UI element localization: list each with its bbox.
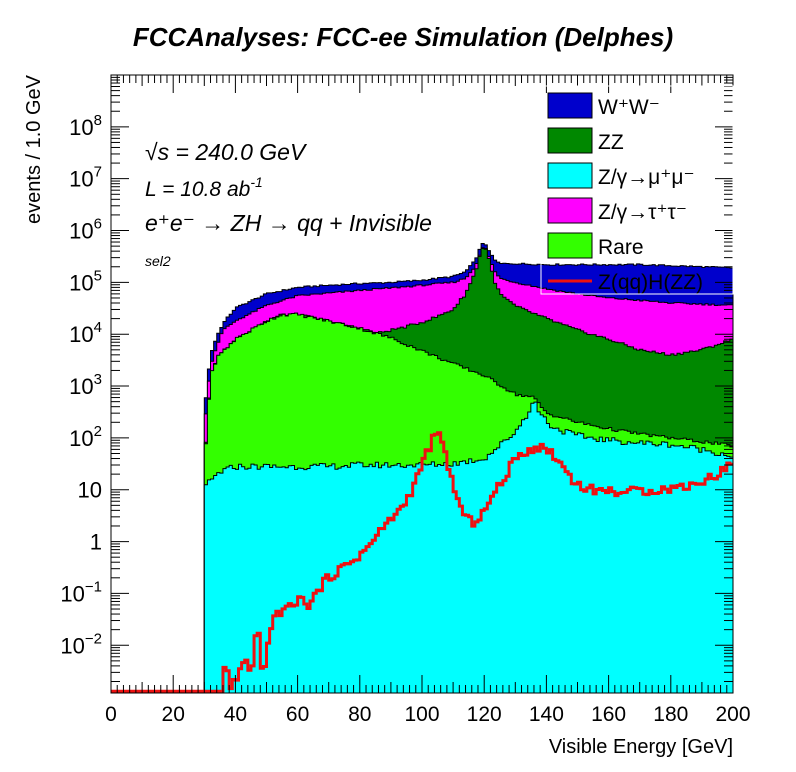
signal-histogram (111, 431, 733, 693)
legend-label: Z/γ→τ⁺τ⁻ (598, 201, 687, 224)
luminosity-annotation: L = 10.8 ab-1 (145, 174, 263, 201)
y-tick-label: 104 (69, 319, 102, 347)
x-tick-label: 20 (162, 703, 185, 726)
Rare-legend-swatch (547, 232, 593, 259)
signal-line (111, 431, 733, 693)
y-axis-label: events / 1.0 GeV (23, 74, 45, 224)
y-tick-label: 1 (90, 530, 102, 555)
annotations: √s = 240.0 GeV L = 10.8 ab-1 e⁺e⁻ → ZH →… (145, 139, 432, 269)
y-tick-label: 105 (69, 267, 102, 295)
x-axis-label: Visible Energy [GeV] (549, 736, 733, 758)
chart-title: FCCAnalyses: FCC-ee Simulation (Delphes) (133, 22, 673, 52)
Zmumu-stack-layer (111, 401, 734, 694)
y-tick-label: 108 (69, 112, 102, 140)
x-tick-label: 200 (715, 703, 750, 726)
x-tick-label: 80 (348, 703, 371, 726)
y-tick-label: 102 (69, 423, 102, 451)
legend-label: W⁺W⁻ (598, 96, 660, 119)
WW-legend-swatch (547, 92, 593, 119)
ZZ-legend-swatch (547, 127, 593, 154)
x-tick-label: 60 (286, 703, 309, 726)
y-tick-label: 106 (69, 216, 102, 244)
x-tick-label: 100 (404, 703, 439, 726)
y-tick-label: 10−1 (60, 578, 102, 606)
x-tick-label: 180 (653, 703, 688, 726)
Zmumu-legend-swatch (547, 162, 593, 189)
legend-label: Z(qq)H(ZZ) (598, 271, 703, 294)
x-tick-label: 0 (105, 703, 117, 726)
x-tick-label: 120 (467, 703, 502, 726)
x-tick-label: 160 (591, 703, 626, 726)
legend-label: Rare (598, 236, 644, 259)
y-tick-label: 107 (69, 164, 102, 192)
x-tick-label: 140 (529, 703, 564, 726)
y-tick-label: 10−2 (60, 630, 102, 658)
x-tick-label: 40 (224, 703, 247, 726)
sqrt-s-annotation: √s = 240.0 GeV (145, 139, 308, 165)
legend: W⁺W⁻ ZZ Z/γ→μ⁺μ⁻ Z/γ→τ⁺τ⁻ Rare Z(qq)H(ZZ) (540, 85, 734, 295)
y-tick-label: 10 (78, 478, 102, 503)
y-tick-label: 103 (69, 371, 102, 399)
process-annotation: e⁺e⁻ → ZH → qq + Invisible (145, 210, 432, 236)
legend-label: Z/γ→μ⁺μ⁻ (598, 166, 695, 189)
Ztautau-legend-swatch (547, 197, 593, 224)
selection-annotation: sel2 (145, 253, 171, 269)
axes: 0 20 40 60 80 100 120 140 160 180 200 10−2 10−1 1 10 10… (60, 74, 751, 726)
legend-label: ZZ (598, 131, 624, 154)
legend-frame (540, 85, 734, 295)
